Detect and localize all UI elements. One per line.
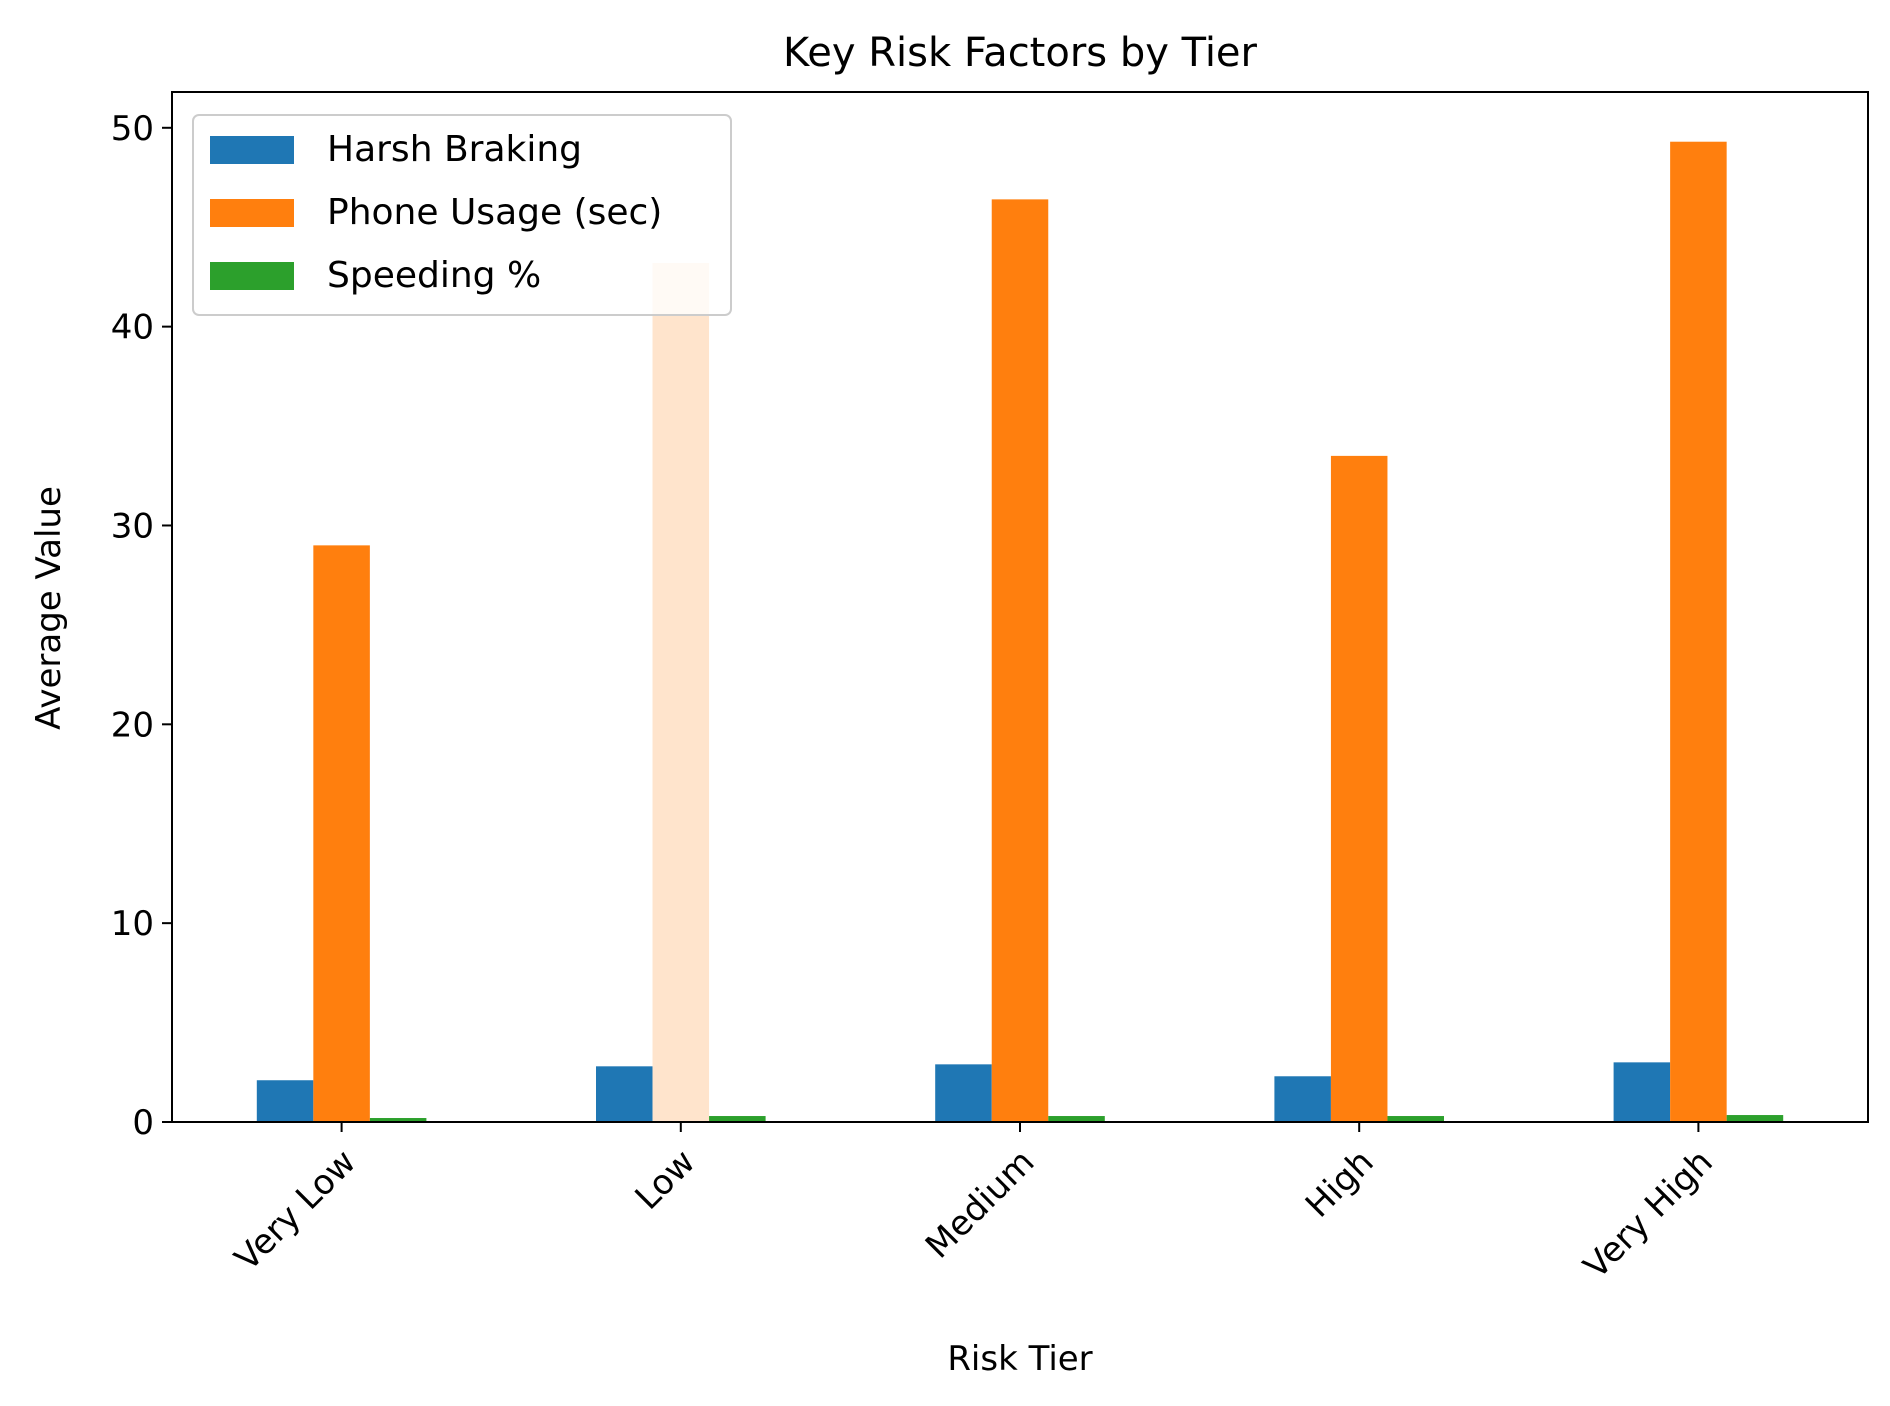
bar-speeding-high — [1387, 1116, 1444, 1122]
x-tick-label-very-high: Very High — [1576, 1142, 1721, 1287]
x-tick-label-very-low: Very Low — [227, 1142, 364, 1279]
bar-group — [256, 141, 1784, 1122]
x-tick-label-high: High — [1298, 1142, 1382, 1226]
bar-speeding-very-low — [369, 1118, 427, 1122]
y-axis-ticks: 0 10 20 30 40 50 — [111, 109, 172, 1143]
y-tick-label: 50 — [111, 109, 154, 149]
chart-title: Key Risk Factors by Tier — [783, 30, 1258, 76]
bar-harsh-braking-very-low — [256, 1080, 314, 1122]
plot-frame — [171, 91, 1869, 1123]
legend-box — [192, 114, 732, 316]
legend-swatch-speeding — [210, 262, 294, 290]
legend-swatch-harsh-braking — [210, 136, 294, 164]
bar-phone-usage-sec-low — [652, 263, 710, 1122]
bar-harsh-braking-low — [596, 1066, 653, 1122]
legend-label-harsh-braking: Harsh Braking — [327, 129, 582, 170]
legend-label-speeding: Speeding % — [327, 255, 541, 296]
y-tick-label: 40 — [111, 308, 154, 348]
y-tick-label: 20 — [111, 705, 154, 745]
x-axis-ticks: Very Low Low Medium High Very High — [227, 1122, 1721, 1287]
bar-harsh-braking-medium — [935, 1064, 992, 1122]
bar-phone-usage-sec-very-high — [1670, 141, 1727, 1122]
bar-phone-usage-sec-high — [1330, 455, 1388, 1122]
y-tick-label: 10 — [111, 904, 154, 944]
bar-phone-usage-sec-very-low — [313, 545, 370, 1122]
legend: Harsh Braking Phone Usage (sec) Speeding % — [192, 114, 732, 316]
bar-speeding-medium — [1048, 1116, 1105, 1122]
legend-swatch-phone-usage-sec — [210, 199, 294, 227]
y-tick-label: 0 — [132, 1103, 154, 1143]
y-tick-label: 30 — [111, 506, 154, 546]
bar-harsh-braking-very-high — [1613, 1062, 1671, 1122]
x-tick-label-medium: Medium — [918, 1142, 1042, 1266]
y-axis-label: Average Value — [29, 486, 69, 730]
x-axis-label: Risk Tier — [947, 1339, 1092, 1379]
bar-harsh-braking-high — [1274, 1076, 1331, 1122]
bar-speeding-low — [709, 1116, 766, 1122]
x-tick-label-low: Low — [628, 1142, 704, 1218]
bar-phone-usage-sec-medium — [991, 199, 1049, 1122]
bar-speeding-very-high — [1726, 1115, 1784, 1122]
legend-label-phone-usage-sec: Phone Usage (sec) — [327, 192, 662, 233]
